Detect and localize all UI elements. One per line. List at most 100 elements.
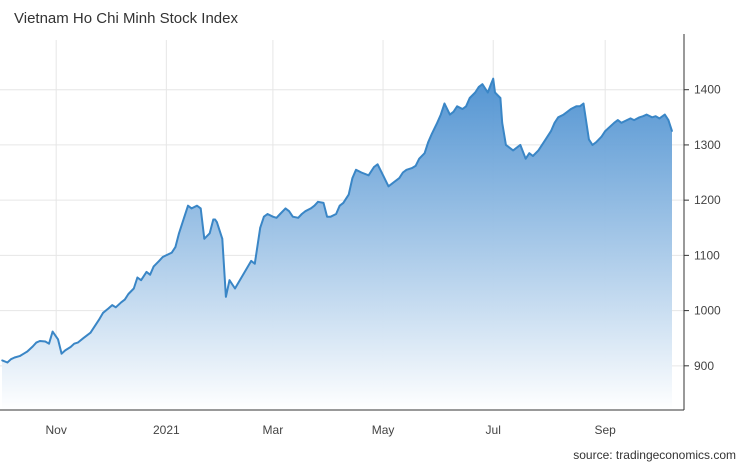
data-point: [234, 287, 236, 290]
data-point: [10, 358, 12, 361]
data-point: [537, 149, 540, 152]
data-point: [225, 296, 227, 298]
data-point: [228, 279, 231, 282]
series-area: [1, 77, 673, 410]
data-point: [152, 265, 155, 268]
data-point: [411, 167, 413, 169]
data-point: [468, 97, 471, 99]
x-tick-labels: Nov 2021 Mar May Jul Sep: [46, 423, 617, 437]
data-point: [214, 218, 216, 221]
data-point: [452, 111, 455, 113]
data-point: [342, 202, 345, 204]
data-point: [196, 204, 198, 207]
data-point: [107, 307, 110, 310]
data-point: [528, 152, 531, 154]
data-point: [591, 144, 594, 146]
data-point: [250, 260, 252, 262]
data-point: [645, 113, 648, 116]
data-point: [259, 227, 262, 229]
data-point: [35, 341, 38, 344]
x-tick-label: Jul: [486, 423, 501, 437]
data-point: [178, 232, 180, 235]
data-point: [562, 113, 565, 116]
data-point: [667, 119, 670, 121]
data-point: [190, 207, 193, 210]
data-point: [26, 350, 29, 353]
data-point: [373, 166, 375, 168]
data-point: [140, 279, 142, 282]
data-point: [478, 86, 480, 88]
data-point: [629, 117, 632, 120]
x-tick-label: 2021: [153, 423, 180, 437]
axes: [0, 34, 689, 411]
data-point: [651, 116, 653, 119]
data-point: [557, 116, 559, 119]
data-point: [102, 312, 104, 314]
data-point: [288, 210, 290, 212]
data-point: [86, 334, 88, 337]
data-point: [654, 115, 657, 117]
data-point: [519, 144, 522, 146]
data-point: [575, 105, 578, 108]
data-point: [402, 171, 404, 174]
data-point: [120, 301, 122, 304]
data-point: [149, 273, 151, 276]
data-point: [335, 213, 337, 215]
data-point: [19, 355, 21, 357]
data-point: [456, 105, 458, 108]
data-point: [553, 122, 556, 124]
data-point: [465, 105, 467, 108]
data-point: [44, 340, 47, 343]
data-point: [414, 165, 417, 167]
data-point: [481, 83, 484, 85]
data-point: [161, 256, 164, 258]
data-point: [48, 342, 50, 345]
data-point: [133, 287, 135, 290]
data-point: [604, 130, 606, 132]
data-point: [338, 204, 341, 207]
y-tick-label: 1100: [694, 248, 720, 262]
data-point: [664, 113, 666, 116]
data-point: [360, 171, 363, 174]
data-point: [127, 293, 130, 295]
data-point: [64, 349, 66, 352]
x-tick-label: Mar: [263, 423, 284, 437]
data-point: [515, 146, 518, 149]
data-point: [203, 238, 206, 240]
data-point: [57, 338, 59, 341]
data-point: [570, 108, 572, 110]
data-point: [387, 185, 390, 188]
data-point: [313, 204, 316, 207]
x-tick-label: Nov: [46, 423, 67, 437]
data-point: [524, 157, 527, 160]
data-point: [566, 111, 569, 113]
data-point: [541, 144, 543, 146]
data-point: [532, 155, 534, 157]
data-point: [60, 352, 63, 355]
data-point: [199, 207, 202, 210]
data-point: [427, 141, 430, 143]
data-point: [494, 91, 496, 94]
series-area-fill: [2, 78, 672, 410]
data-point: [405, 169, 408, 171]
data-point: [367, 174, 370, 177]
data-point: [329, 215, 332, 218]
data-point: [221, 238, 224, 240]
data-point: [124, 298, 126, 301]
data-point: [436, 122, 439, 124]
data-point: [95, 323, 97, 326]
data-point: [487, 91, 489, 94]
data-point: [443, 102, 446, 105]
data-point: [77, 341, 79, 344]
data-point: [600, 135, 603, 138]
data-point: [474, 91, 477, 94]
data-point: [297, 217, 300, 219]
data-point: [626, 119, 628, 121]
data-point: [13, 356, 16, 359]
data-point: [89, 331, 92, 334]
data-point: [490, 82, 493, 84]
data-point: [351, 177, 354, 179]
data-point: [550, 130, 552, 132]
data-point: [505, 144, 507, 146]
data-point: [22, 352, 25, 355]
